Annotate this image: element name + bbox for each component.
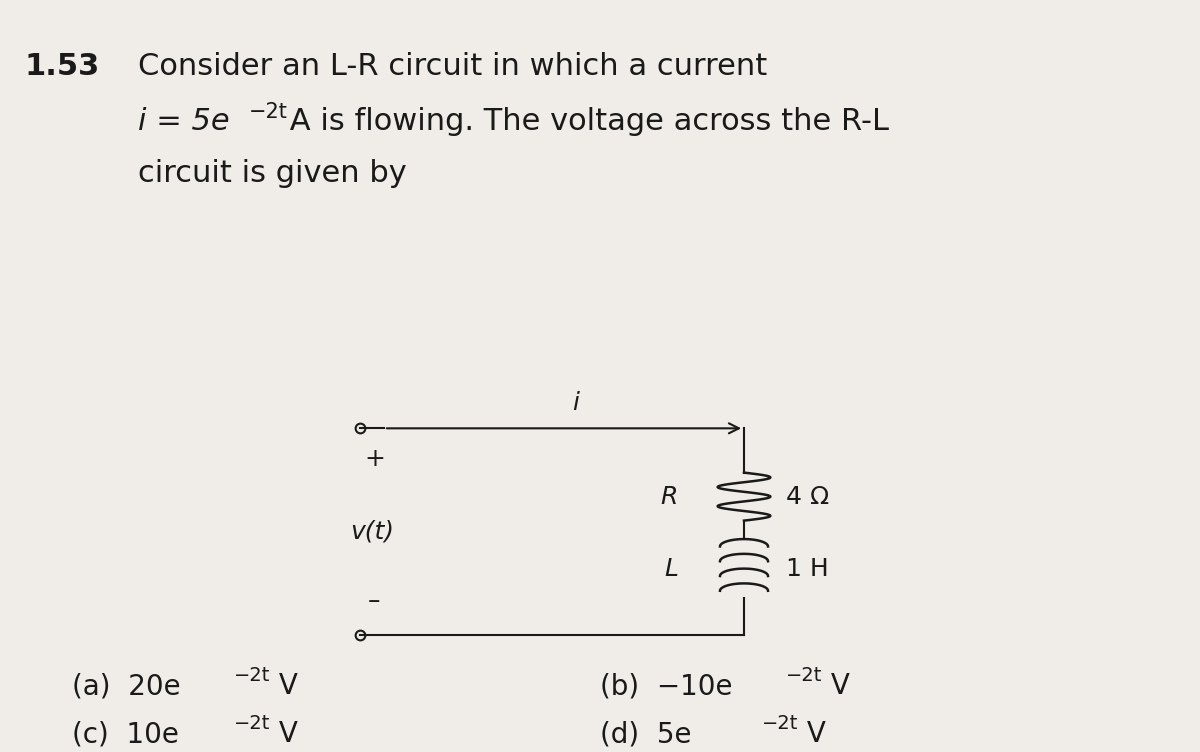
Text: −2t: −2t <box>786 666 822 685</box>
Text: 1 H: 1 H <box>786 556 829 581</box>
Text: R: R <box>661 484 678 508</box>
Text: Consider an L-R circuit in which a current: Consider an L-R circuit in which a curre… <box>138 52 767 80</box>
Text: (c)  10e: (c) 10e <box>72 720 179 748</box>
Text: −2t: −2t <box>762 714 798 733</box>
Text: L: L <box>664 556 678 581</box>
Text: −2t: −2t <box>234 714 270 733</box>
Text: v(t): v(t) <box>350 520 394 544</box>
Text: A is flowing. The voltage across the R-L: A is flowing. The voltage across the R-L <box>280 107 888 136</box>
Text: –: – <box>368 589 380 613</box>
Text: i: i <box>572 391 580 415</box>
Text: circuit is given by: circuit is given by <box>138 159 407 188</box>
Text: V: V <box>822 672 850 700</box>
Text: −2t: −2t <box>248 102 287 122</box>
Text: −2t: −2t <box>234 666 270 685</box>
Text: (b)  −10e: (b) −10e <box>600 672 732 700</box>
Text: i = 5e: i = 5e <box>138 107 229 136</box>
Text: V: V <box>798 720 826 748</box>
Text: V: V <box>270 720 298 748</box>
Text: V: V <box>270 672 298 700</box>
Text: 4 Ω: 4 Ω <box>786 484 829 508</box>
Text: (a)  20e: (a) 20e <box>72 672 181 700</box>
Text: +: + <box>364 447 385 471</box>
Text: 1.53: 1.53 <box>24 52 100 80</box>
Text: (d)  5e: (d) 5e <box>600 720 691 748</box>
